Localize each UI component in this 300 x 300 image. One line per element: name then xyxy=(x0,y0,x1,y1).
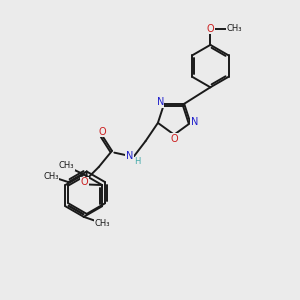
Text: CH₃: CH₃ xyxy=(44,172,59,181)
Text: O: O xyxy=(80,177,88,187)
Text: O: O xyxy=(206,24,214,34)
Text: CH₃: CH₃ xyxy=(59,161,74,170)
Text: N: N xyxy=(126,151,133,161)
Text: N: N xyxy=(157,97,164,107)
Text: N: N xyxy=(190,117,198,127)
Text: CH₃: CH₃ xyxy=(226,24,242,33)
Text: CH₃: CH₃ xyxy=(94,219,110,228)
Text: H: H xyxy=(134,157,140,166)
Text: O: O xyxy=(170,134,178,143)
Text: O: O xyxy=(98,127,106,137)
